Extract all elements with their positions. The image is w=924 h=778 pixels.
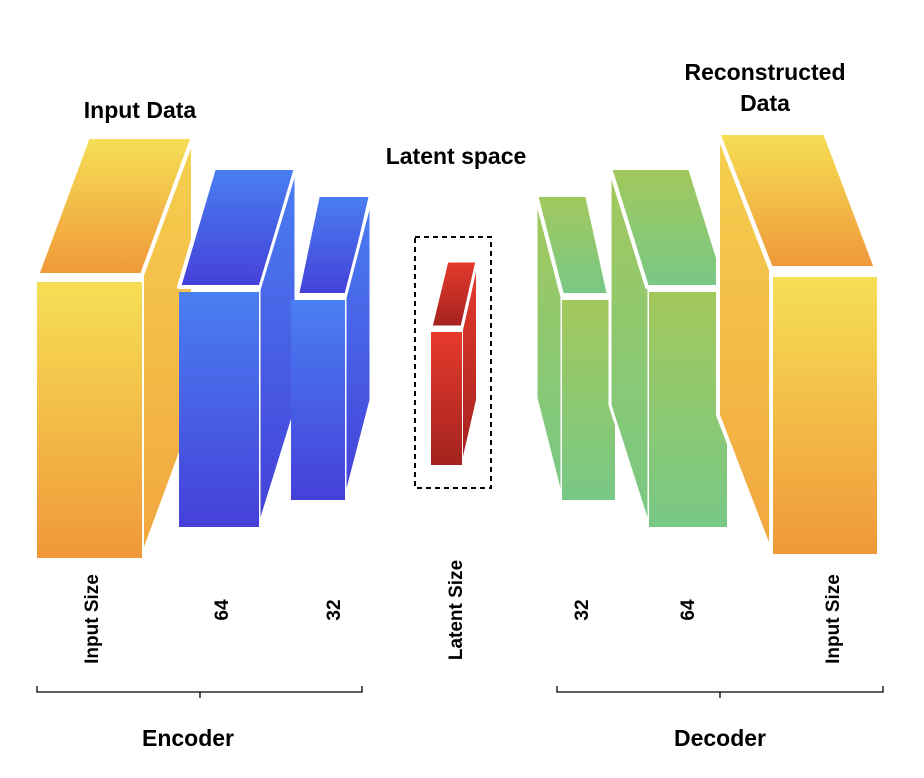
label-encoder-64: 64 [212,599,233,621]
encoder-32-front [291,300,345,500]
input-block-front [37,282,142,558]
label-encoder-32: 32 [324,599,345,620]
label-decoder-32: 32 [572,599,593,620]
output-block [716,131,878,555]
label-decoder-64: 64 [678,599,699,621]
output-block-front [773,277,877,554]
decoder-32-front [562,300,615,500]
latent-dashed-box [414,236,492,489]
encoder-layer-32 [291,193,373,502]
latent-block [414,236,492,489]
decoder-label: Decoder [674,725,766,751]
input-data-title: Input Data [84,97,197,123]
decoder-bracket [556,686,884,698]
decoder-64-front [649,292,727,527]
input-block [35,135,195,560]
label-output-size: Input Size [823,574,844,664]
encoder-layer-64 [177,166,298,529]
decoder-layer-64 [608,166,729,529]
latent-front [431,332,462,465]
label-input-size: Input Size [82,574,103,664]
encoder-bracket [36,686,363,698]
decoder-layer-32 [534,193,615,502]
encoder-64-front [179,292,259,527]
reconstructed-title-line2: Data [740,90,790,116]
output-block-top [716,131,878,270]
latent-space-title: Latent space [386,143,527,169]
label-latent-size: Latent Size [446,560,467,660]
reconstructed-title-line1: Reconstructed [684,59,845,85]
encoder-label: Encoder [142,725,234,751]
